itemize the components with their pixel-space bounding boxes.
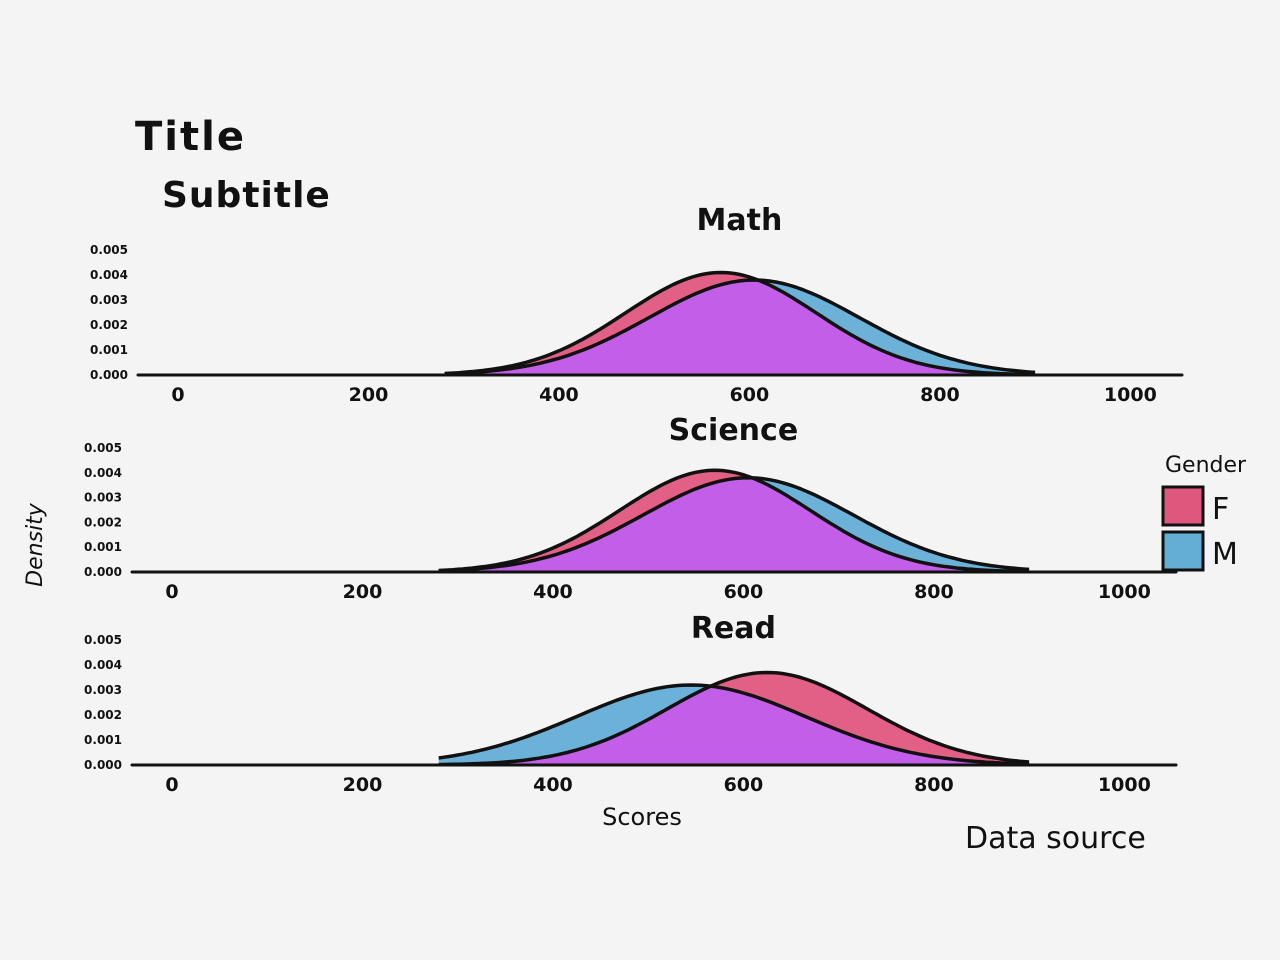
density-line-m: [438, 683, 1030, 766]
y-tick-label: 0.005: [90, 243, 128, 257]
density-line-f: [438, 468, 1030, 574]
y-tick-label: 0.005: [84, 441, 122, 455]
x-tick-label: 200: [349, 384, 389, 406]
x-tick-label: 0: [165, 581, 178, 603]
y-tick-label: 0.000: [84, 758, 122, 772]
legend-swatch-m: [1161, 530, 1205, 572]
x-tick-label: 1000: [1098, 581, 1151, 603]
y-tick-label: 0.002: [90, 318, 128, 332]
panel-title: Math: [697, 203, 783, 238]
x-tick-label: 0: [171, 384, 184, 406]
panel-science: Science 0.000 0.001 0.002 0.003 0.004 0.005 0 20…: [84, 413, 1178, 603]
density-line-m: [438, 476, 1030, 573]
y-tick-label: 0.004: [90, 268, 128, 282]
y-tick-label: 0.003: [84, 683, 122, 697]
x-tick-label: 1000: [1104, 384, 1157, 406]
density-area-overlap: [444, 280, 1036, 375]
y-tick-label: 0.001: [84, 540, 122, 554]
panel-read: Read 0.000 0.001 0.002 0.003 0.004 0.005 0 200 40…: [84, 611, 1178, 796]
x-tick-label: 800: [914, 774, 954, 796]
legend-label-m: M: [1212, 537, 1238, 572]
panel-math: Math 0.000 0.001 0.002 0.003 0.004 0.005 0 200 40…: [90, 203, 1184, 406]
x-tick-label: 400: [539, 384, 579, 406]
legend-title: Gender: [1165, 453, 1247, 478]
x-tick-label: 400: [533, 774, 573, 796]
y-tick-label: 0.001: [90, 343, 128, 357]
chart-subtitle: Subtitle: [162, 175, 331, 216]
y-tick-label: 0.000: [84, 565, 122, 579]
legend-label-f: F: [1212, 492, 1229, 527]
y-axis-label: Density: [23, 502, 48, 587]
density-line-f: [444, 270, 1036, 377]
x-tick-label: 400: [533, 581, 573, 603]
data-source: Data source: [965, 821, 1146, 856]
x-tick-label: 600: [724, 581, 764, 603]
x-tick-label: 0: [165, 774, 178, 796]
density-area-overlap: [438, 477, 1030, 572]
x-axis-label: Scores: [602, 803, 682, 831]
x-tick-label: 1000: [1098, 774, 1151, 796]
x-tick-label: 200: [343, 581, 383, 603]
panel-title: Science: [669, 413, 799, 448]
x-tick-label: 200: [343, 774, 383, 796]
y-tick-label: 0.004: [84, 658, 122, 672]
y-tick-label: 0.002: [84, 515, 122, 529]
y-tick-label: 0.002: [84, 708, 122, 722]
y-tick-label: 0.003: [90, 293, 128, 307]
y-tick-label: 0.005: [84, 633, 122, 647]
x-tick-label: 800: [914, 581, 954, 603]
legend-swatch-f: [1161, 485, 1205, 527]
density-line-f: [438, 670, 1030, 767]
density-line-m: [444, 278, 1036, 376]
panels-group: Math 0.000 0.001 0.002 0.003 0.004 0.005 0 200 40…: [84, 203, 1184, 796]
y-tick-label: 0.004: [84, 466, 122, 480]
y-tick-label: 0.001: [84, 733, 122, 747]
legend: Gender FM: [1161, 453, 1247, 572]
x-tick-label: 600: [730, 384, 770, 406]
x-tick-label: 600: [724, 774, 764, 796]
y-tick-label: 0.000: [90, 368, 128, 382]
panel-title: Read: [691, 611, 776, 646]
chart-title: Title: [135, 114, 246, 160]
x-tick-label: 800: [920, 384, 960, 406]
y-tick-label: 0.003: [84, 491, 122, 505]
